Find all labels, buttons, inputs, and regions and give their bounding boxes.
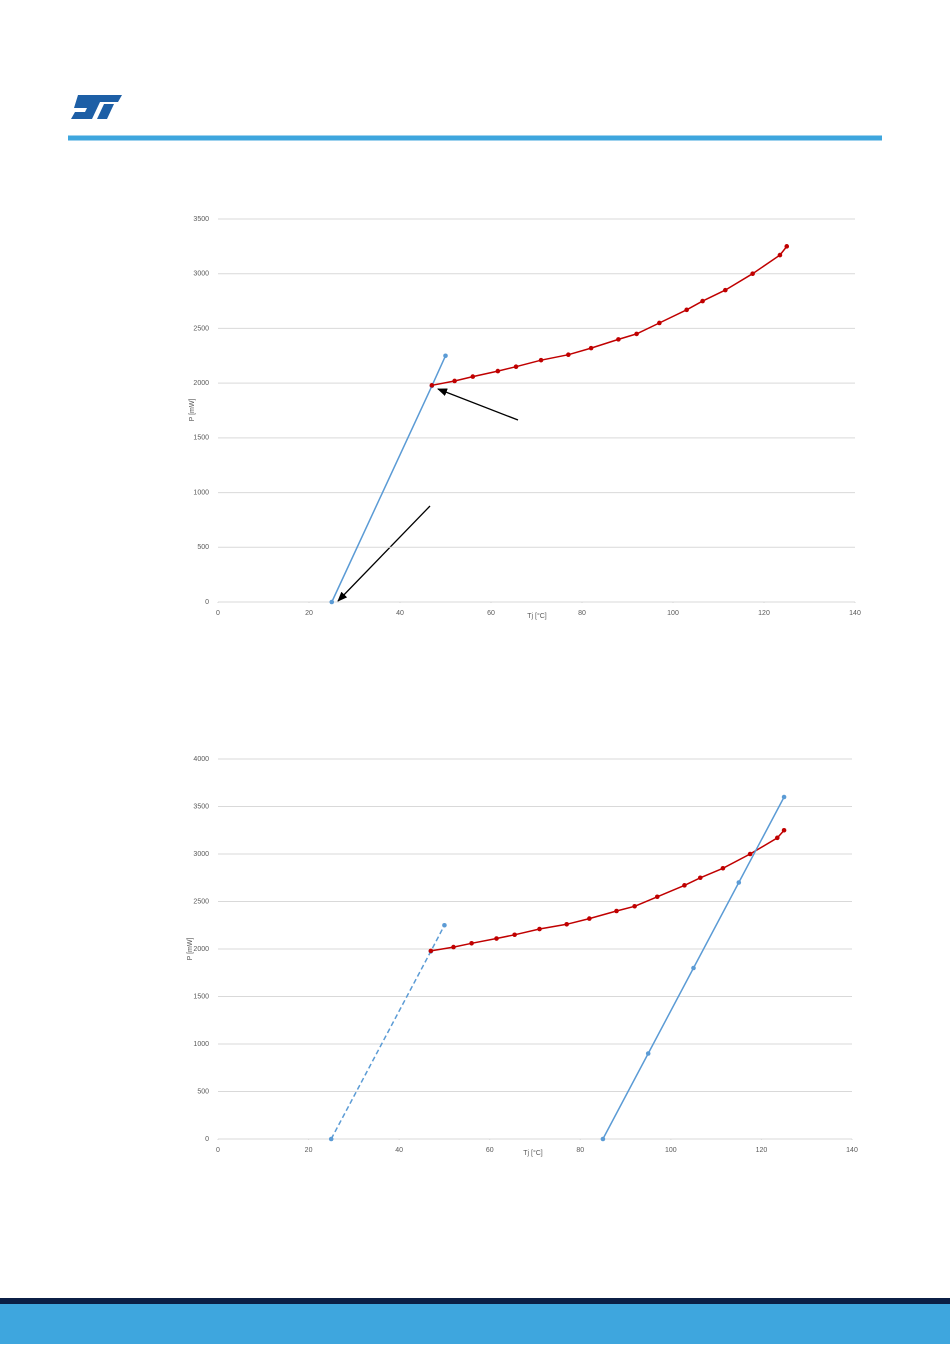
x-tick-label: 60 — [487, 610, 495, 617]
point — [747, 851, 753, 857]
point — [329, 599, 335, 605]
point — [452, 378, 457, 384]
point — [328, 1136, 334, 1142]
y-tick-label: 500 — [197, 544, 209, 551]
point — [657, 320, 662, 326]
x-tick-label: 140 — [846, 1147, 858, 1154]
y-tick-label: 3000 — [193, 851, 209, 858]
footer-band — [0, 1304, 950, 1344]
point — [495, 368, 501, 374]
point — [442, 922, 447, 928]
y-tick-label: 3000 — [193, 271, 209, 278]
annotation-arrow — [437, 388, 519, 421]
point — [429, 383, 435, 388]
point — [451, 944, 456, 950]
point — [784, 244, 790, 249]
point — [720, 865, 726, 871]
y-tick-label: 1000 — [193, 1041, 209, 1048]
y-tick-label: 4000 — [193, 756, 209, 763]
point — [566, 352, 571, 357]
point — [614, 908, 619, 914]
x-tick-label: 40 — [396, 610, 404, 617]
point — [684, 307, 689, 313]
y-tick-label: 2000 — [193, 380, 209, 387]
y-tick-label: 2500 — [193, 898, 209, 905]
st-logo — [71, 95, 122, 119]
y-tick-label: 500 — [197, 1088, 209, 1095]
point — [781, 794, 787, 800]
point — [700, 298, 705, 304]
x-tick-label: 140 — [849, 610, 861, 617]
point — [428, 948, 434, 954]
point — [537, 926, 542, 932]
point — [750, 271, 755, 277]
x-tick-label: 120 — [756, 1147, 768, 1154]
x-tick-label: 80 — [576, 1147, 584, 1154]
x-axis-label: Tj [°C] — [523, 1149, 543, 1157]
point — [600, 1136, 606, 1142]
point — [512, 932, 517, 938]
y-axis-label: P [mW] — [187, 938, 194, 961]
y-tick-label: 1500 — [193, 435, 209, 442]
point — [470, 374, 476, 379]
series-line — [430, 829, 785, 952]
x-tick-label: 80 — [578, 610, 586, 617]
x-tick-label: 0 — [216, 610, 220, 617]
y-tick-label: 3500 — [193, 216, 209, 223]
point — [645, 1051, 651, 1056]
point — [469, 941, 474, 946]
point — [634, 331, 639, 337]
y-tick-label: 2000 — [193, 946, 209, 953]
point — [587, 916, 592, 921]
x-tick-label: 100 — [667, 610, 679, 617]
y-tick-label: 2500 — [193, 325, 209, 332]
point — [654, 894, 660, 900]
point — [538, 357, 544, 363]
x-tick-label: 0 — [216, 1147, 220, 1154]
point — [443, 353, 448, 359]
point — [513, 364, 519, 370]
series-line — [330, 924, 446, 1140]
point — [682, 883, 687, 888]
y-tick-label: 1500 — [193, 993, 209, 1000]
point — [616, 337, 621, 342]
point — [736, 880, 742, 885]
point — [697, 875, 703, 881]
y-tick-label: 3500 — [193, 803, 209, 810]
y-axis-label: P [mW] — [189, 399, 196, 422]
x-tick-label: 100 — [665, 1147, 677, 1154]
x-axis-label: Tj [°C] — [527, 612, 547, 620]
x-tick-label: 120 — [758, 610, 770, 617]
point — [494, 936, 499, 941]
point — [781, 827, 787, 833]
header-rule — [68, 135, 882, 141]
point — [777, 252, 783, 258]
point — [691, 965, 696, 971]
x-tick-label: 60 — [486, 1147, 494, 1154]
point — [723, 287, 728, 293]
series-line — [331, 355, 447, 603]
y-tick-label: 1000 — [193, 489, 209, 496]
y-tick-label: 0 — [205, 1136, 209, 1143]
y-tick-label: 0 — [205, 599, 209, 606]
x-tick-label: 20 — [305, 1147, 313, 1154]
annotation-arrow — [337, 505, 431, 602]
point — [774, 835, 780, 841]
x-tick-label: 40 — [395, 1147, 403, 1154]
footer-band-dark — [0, 1298, 950, 1304]
series-line — [431, 245, 788, 387]
point — [632, 903, 637, 909]
point — [564, 922, 569, 927]
x-tick-label: 20 — [305, 610, 313, 617]
point — [588, 345, 594, 351]
